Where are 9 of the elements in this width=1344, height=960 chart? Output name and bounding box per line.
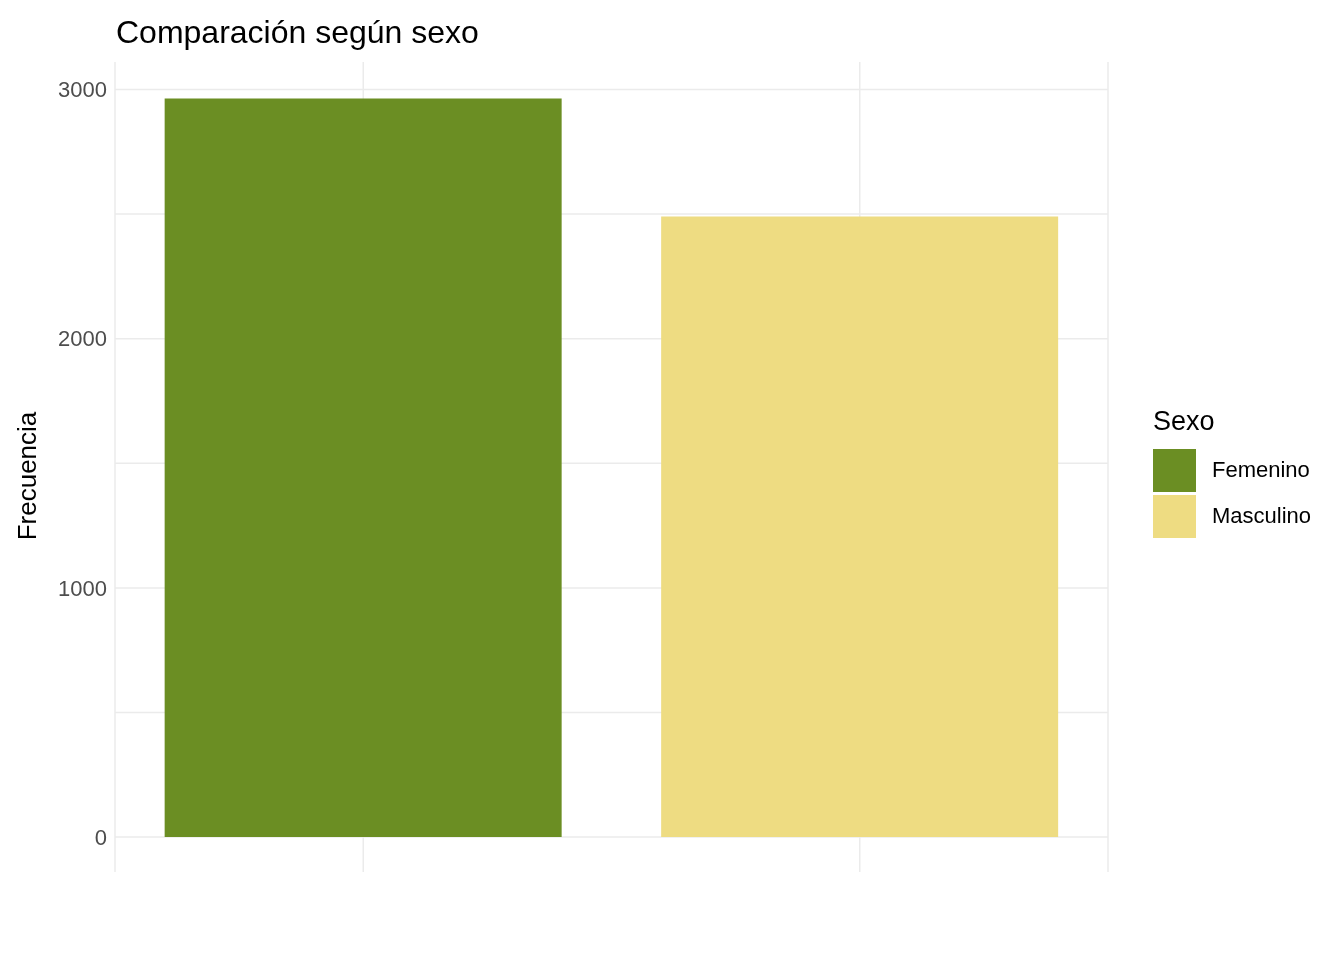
y-tick-label: 3000 (58, 77, 107, 103)
y-tick-label: 2000 (58, 326, 107, 352)
y-tick-label: 1000 (58, 575, 107, 601)
chart-title: Comparación según sexo (116, 14, 479, 51)
legend-label: Femenino (1212, 457, 1310, 483)
y-tick-label: 0 (94, 824, 107, 850)
y-axis-title: Frecuencia (11, 411, 43, 541)
legend-label: Masculino (1212, 503, 1312, 529)
legend-title: Sexo (1153, 406, 1216, 437)
